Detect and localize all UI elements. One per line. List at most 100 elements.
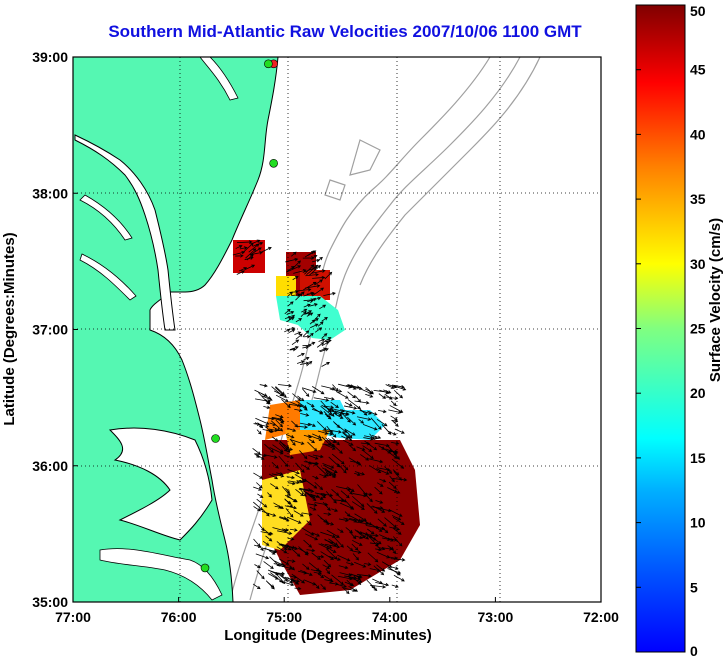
velocity-arrow (264, 443, 274, 453)
velocity-arrow (390, 415, 398, 421)
velocity-arrow (361, 388, 373, 395)
y-tick-label: 37:00 (32, 322, 68, 338)
velocity-arrow (374, 442, 390, 448)
velocity-arrow (265, 535, 273, 542)
velocity-arrow (312, 433, 322, 439)
velocity-arrow (369, 568, 381, 572)
velocity-arrow (272, 426, 281, 431)
velocity-arrow (249, 247, 262, 256)
velocity-arrow (287, 537, 295, 541)
velocity-arrow (303, 303, 311, 308)
velocity-arrow (375, 581, 390, 587)
velocity-arrow (257, 493, 264, 498)
velocity-arrow (331, 489, 340, 497)
velocity-arrow (295, 462, 305, 473)
velocity-arrow (304, 491, 317, 502)
velocity-arrow (351, 543, 359, 551)
velocity-arrow (245, 248, 257, 259)
velocity-arrow (284, 494, 298, 503)
station-marker (211, 434, 220, 443)
x-tick-label: 75:00 (266, 609, 302, 625)
velocity-arrow (373, 525, 386, 531)
velocity-arrow (364, 435, 379, 440)
y-tick-label: 35:00 (32, 594, 68, 610)
velocity-arrow (342, 432, 353, 442)
velocity-arrow (369, 465, 382, 473)
velocity-arrow (345, 527, 353, 534)
velocity-arrow (352, 539, 363, 546)
velocity-arrow (331, 408, 343, 417)
velocity-arrow (289, 345, 299, 351)
velocity-arrow (301, 308, 308, 313)
velocity-arrow (285, 447, 294, 452)
colorbar (635, 4, 686, 653)
velocity-arrow (253, 506, 261, 512)
y-axis-label: Latitude (Degrees:Minutes) (1, 232, 18, 425)
velocity-arrow (314, 279, 323, 286)
velocity-arrow (278, 418, 284, 424)
velocity-arrow (284, 455, 295, 460)
velocity-arrow (391, 441, 400, 446)
velocity-arrow (326, 529, 340, 538)
velocity-arrow (370, 417, 382, 430)
velocity-arrow (341, 586, 350, 595)
velocity-arrow (316, 421, 327, 431)
velocity-arrow (302, 343, 312, 348)
velocity-arrow (338, 518, 349, 522)
velocity-arrow (338, 383, 353, 389)
colorbar-tick-label: 50 (690, 3, 706, 19)
velocity-arrow (250, 251, 263, 256)
velocity-arrow (324, 539, 335, 544)
velocity-arrow (321, 436, 332, 446)
velocity-arrow (308, 562, 320, 572)
velocity-arrow (253, 472, 264, 479)
velocity-arrow (375, 547, 383, 552)
velocity-arrow (324, 543, 341, 549)
velocity-arrow (353, 521, 369, 526)
colorbar-tick-label: 30 (690, 256, 706, 272)
velocity-arrow (301, 512, 313, 516)
velocity-arrow (294, 408, 303, 413)
velocity-arrow (353, 577, 362, 585)
velocity-arrow (278, 558, 290, 565)
velocity-arrow (323, 574, 333, 582)
velocity-arrow (285, 545, 299, 551)
velocity-arrow (377, 467, 391, 472)
velocity-arrow (376, 418, 388, 427)
velocity-arrow (310, 297, 317, 304)
velocity-arrow (340, 409, 356, 415)
velocity-arrow (331, 508, 339, 512)
velocity-arrow (291, 251, 297, 257)
velocity-arrow (325, 568, 331, 575)
velocity-arrow (318, 338, 326, 342)
velocity-arrow (387, 545, 395, 550)
velocity-arrow (300, 569, 313, 576)
velocity-arrow (381, 561, 393, 568)
velocity-arrow (244, 256, 254, 261)
velocity-arrow (303, 281, 317, 291)
velocity-arrow (302, 563, 310, 570)
velocity-arrow (262, 547, 278, 553)
velocity-arrow (335, 390, 349, 399)
velocity-arrow (321, 361, 331, 367)
colorbar-tick-label: 35 (690, 191, 706, 207)
velocity-arrow (309, 506, 317, 511)
velocity-arrow (255, 417, 270, 425)
colorbar-tick-label: 15 (690, 450, 706, 466)
velocity-arrow (342, 464, 349, 471)
velocity-arrow (305, 284, 321, 289)
velocity-arrow (284, 498, 293, 508)
velocity-arrow (331, 453, 345, 465)
velocity-arrow (291, 293, 301, 297)
velocity-arrow (306, 360, 313, 367)
velocity-arrow (306, 520, 312, 526)
y-axis: 39:00 38:00 37:00 36:00 35:00 (32, 49, 78, 610)
velocity-arrow (391, 515, 402, 521)
velocity-arrow (392, 477, 408, 482)
velocity-arrow (350, 573, 362, 579)
velocity-arrow (376, 564, 386, 572)
velocity-arrow (314, 481, 324, 491)
velocity-arrow (379, 389, 390, 395)
velocity-arrow (334, 498, 345, 503)
